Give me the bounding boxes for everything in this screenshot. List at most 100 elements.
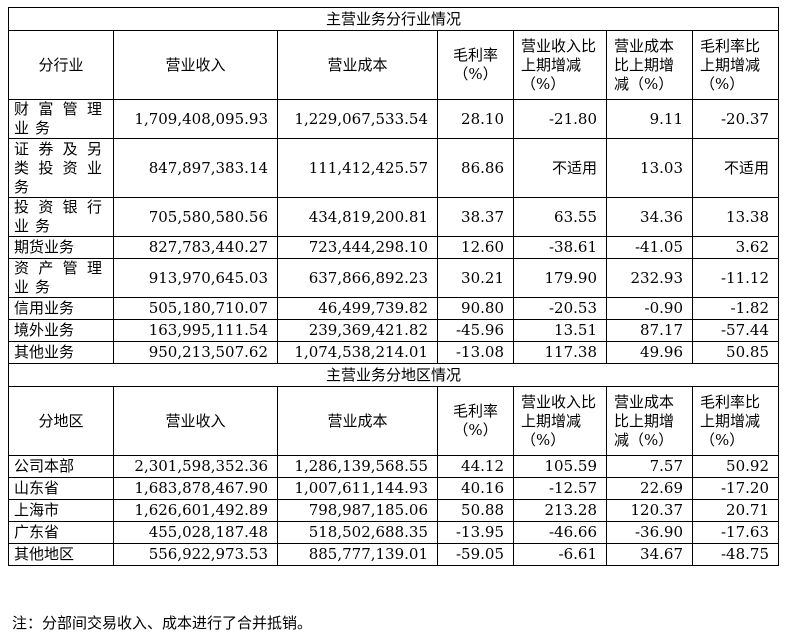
margin-change-cell: 不适用	[692, 138, 779, 198]
industry-header-cell: 营业成本比上期增减（%）	[606, 30, 693, 100]
industry-header-cell: 营业收入比上期增减（%）	[513, 30, 607, 100]
margin-cell: 30.21	[437, 258, 514, 298]
cost-cell: 798,987,185.06	[277, 499, 438, 522]
table-row: 财富管理业务 1,709,408,095.93 1,229,067,533.54 28…	[8, 99, 779, 139]
revenue-change-cell: -38.61	[513, 236, 607, 259]
region-name-cell: 上海市	[8, 499, 114, 522]
table-row: 公司本部 2,301,598,352.36 1,286,139,568.55 44.1…	[8, 455, 779, 478]
margin-change-cell: 3.62	[692, 236, 779, 259]
industry-title-row: 主营业务分行业情况	[8, 7, 779, 31]
region-header-cell: 毛利率（%）	[437, 386, 514, 456]
region-header-cell: 营业成本	[277, 386, 438, 456]
industry-name-cell: 资产管理业务	[8, 258, 114, 298]
revenue-change-cell: 117.38	[513, 341, 607, 364]
cost-cell: 1,007,611,144.93	[277, 477, 438, 500]
margin-cell: 28.10	[437, 99, 514, 139]
cost-change-cell: -36.90	[606, 521, 693, 544]
industry-header-cell: 营业收入	[113, 30, 278, 100]
cost-cell: 1,074,538,214.01	[277, 341, 438, 364]
cost-change-cell: 87.17	[606, 319, 693, 342]
cost-cell: 637,866,892.23	[277, 258, 438, 298]
margin-cell: 12.60	[437, 236, 514, 259]
margin-cell: -45.96	[437, 319, 514, 342]
cost-change-cell: 9.11	[606, 99, 693, 139]
cost-cell: 239,369,421.82	[277, 319, 438, 342]
cost-change-cell: 232.93	[606, 258, 693, 298]
cost-cell: 1,286,139,568.55	[277, 455, 438, 478]
margin-change-cell: -11.12	[692, 258, 779, 298]
table-row: 期货业务 827,783,440.27 723,444,298.10 12.60 -38…	[8, 236, 779, 259]
revenue-cell: 827,783,440.27	[113, 236, 278, 259]
industry-header-cell: 分行业	[8, 30, 114, 100]
cost-change-cell: -0.90	[606, 297, 693, 320]
region-name-cell: 其他地区	[8, 543, 114, 566]
industry-name-cell: 境外业务	[8, 319, 114, 342]
revenue-change-cell: 不适用	[513, 138, 607, 198]
margin-cell: -59.05	[437, 543, 514, 566]
margin-cell: 50.88	[437, 499, 514, 522]
cost-change-cell: 7.57	[606, 455, 693, 478]
cost-change-cell: 120.37	[606, 499, 693, 522]
cost-change-cell: 34.67	[606, 543, 693, 566]
margin-change-cell: 50.92	[692, 455, 779, 478]
cost-change-cell: 34.36	[606, 197, 693, 237]
revenue-cell: 950,213,507.62	[113, 341, 278, 364]
margin-cell: 38.37	[437, 197, 514, 237]
margin-cell: 90.80	[437, 297, 514, 320]
margin-change-cell: -1.82	[692, 297, 779, 320]
table-row: 山东省 1,683,878,467.90 1,007,611,144.93 40.16…	[8, 477, 779, 500]
margin-change-cell: -20.37	[692, 99, 779, 139]
industry-header-cell: 毛利率比上期增减（%）	[692, 30, 779, 100]
cost-cell: 1,229,067,533.54	[277, 99, 438, 139]
region-header-row: 分地区 营业收入 营业成本 毛利率（%） 营业收入比上期增减（%） 营业成本比上期增减（%…	[8, 386, 779, 456]
region-title-row: 主营业务分地区情况	[8, 363, 779, 387]
cost-change-cell: 22.69	[606, 477, 693, 500]
margin-change-cell: 20.71	[692, 499, 779, 522]
cost-change-cell: 13.03	[606, 138, 693, 198]
margin-cell: 44.12	[437, 455, 514, 478]
region-name-cell: 山东省	[8, 477, 114, 500]
table-row: 其他业务 950,213,507.62 1,074,538,214.01 -13.08…	[8, 341, 779, 364]
table-row: 上海市 1,626,601,492.89 798,987,185.06 50.88 21…	[8, 499, 779, 522]
cost-cell: 885,777,139.01	[277, 543, 438, 566]
revenue-cell: 2,301,598,352.36	[113, 455, 278, 478]
region-header-cell: 毛利率比上期增减（%）	[692, 386, 779, 456]
cost-cell: 723,444,298.10	[277, 236, 438, 259]
industry-header-row: 分行业 营业收入 营业成本 毛利率（%） 营业收入比上期增减（%） 营业成本比上期增减（%…	[8, 30, 779, 100]
revenue-change-cell: 179.90	[513, 258, 607, 298]
revenue-change-cell: -21.80	[513, 99, 607, 139]
region-header-cell: 营业成本比上期增减（%）	[606, 386, 693, 456]
revenue-cell: 455,028,187.48	[113, 521, 278, 544]
revenue-change-cell: -6.61	[513, 543, 607, 566]
margin-cell: 86.86	[437, 138, 514, 198]
footnote: 注：分部间交易收入、成本进行了合并抵销。	[12, 614, 313, 632]
industry-name-cell: 信用业务	[8, 297, 114, 320]
revenue-cell: 847,897,383.14	[113, 138, 278, 198]
revenue-cell: 556,922,973.53	[113, 543, 278, 566]
revenue-cell: 1,683,878,467.90	[113, 477, 278, 500]
region-header-cell: 营业收入	[113, 386, 278, 456]
revenue-change-cell: 213.28	[513, 499, 607, 522]
revenue-change-cell: -20.53	[513, 297, 607, 320]
margin-change-cell: 13.38	[692, 197, 779, 237]
industry-title: 主营业务分行业情况	[8, 7, 779, 31]
region-title: 主营业务分地区情况	[8, 363, 779, 387]
report-tables: 主营业务分行业情况 分行业 营业收入 营业成本 毛利率（%） 营业收入比上期增减（%） 营业…	[8, 7, 779, 566]
table-row: 其他地区 556,922,973.53 885,777,139.01 -59.05 -6…	[8, 543, 779, 566]
margin-change-cell: -17.20	[692, 477, 779, 500]
table-row: 资产管理业务 913,970,645.03 637,866,892.23 30.21 1…	[8, 258, 779, 298]
industry-header-cell: 营业成本	[277, 30, 438, 100]
region-name-cell: 公司本部	[8, 455, 114, 478]
revenue-change-cell: 105.59	[513, 455, 607, 478]
margin-cell: -13.08	[437, 341, 514, 364]
cost-cell: 518,502,688.35	[277, 521, 438, 544]
region-header-cell: 分地区	[8, 386, 114, 456]
revenue-change-cell: -12.57	[513, 477, 607, 500]
revenue-cell: 705,580,580.56	[113, 197, 278, 237]
industry-name-cell: 投资银行业务	[8, 197, 114, 237]
industry-name-cell: 证券及另类投资业务	[8, 138, 114, 198]
industry-header-cell: 毛利率（%）	[437, 30, 514, 100]
region-header-cell: 营业收入比上期增减（%）	[513, 386, 607, 456]
revenue-change-cell: 13.51	[513, 319, 607, 342]
region-name-cell: 广东省	[8, 521, 114, 544]
